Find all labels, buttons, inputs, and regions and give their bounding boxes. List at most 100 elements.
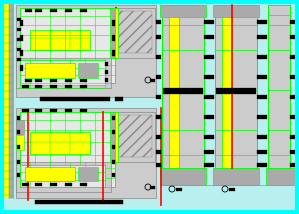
- Bar: [209, 163, 214, 167]
- Bar: [112, 50, 115, 56]
- Bar: [16, 162, 111, 192]
- Bar: [22, 183, 29, 186]
- Bar: [209, 35, 214, 39]
- Bar: [204, 35, 209, 39]
- Bar: [156, 55, 161, 59]
- Bar: [290, 150, 295, 154]
- Bar: [35, 85, 42, 88]
- Bar: [216, 88, 256, 94]
- Bar: [257, 75, 262, 79]
- Bar: [112, 35, 115, 41]
- Bar: [50, 109, 57, 112]
- Bar: [262, 150, 267, 154]
- Bar: [150, 79, 155, 82]
- Bar: [80, 109, 87, 112]
- Bar: [16, 108, 156, 198]
- Bar: [17, 38, 21, 41]
- Bar: [266, 168, 296, 185]
- Bar: [113, 8, 118, 58]
- Bar: [290, 135, 295, 139]
- Bar: [20, 8, 115, 83]
- Bar: [35, 9, 42, 12]
- Bar: [65, 85, 72, 88]
- Bar: [35, 109, 42, 112]
- Bar: [25, 9, 32, 12]
- Bar: [257, 35, 262, 39]
- Bar: [222, 5, 232, 173]
- Bar: [262, 20, 267, 24]
- Bar: [35, 200, 115, 204]
- Bar: [17, 48, 21, 51]
- Bar: [162, 5, 204, 185]
- Bar: [25, 63, 75, 78]
- Bar: [204, 150, 209, 154]
- Bar: [262, 75, 267, 79]
- Bar: [257, 55, 262, 59]
- Bar: [9, 3, 13, 198]
- Bar: [17, 145, 20, 149]
- Bar: [50, 85, 57, 88]
- Bar: [257, 135, 262, 139]
- Bar: [16, 135, 24, 150]
- Bar: [20, 60, 105, 85]
- Bar: [156, 135, 161, 139]
- Bar: [290, 75, 295, 79]
- Bar: [20, 65, 23, 71]
- Bar: [16, 5, 156, 97]
- Bar: [16, 58, 111, 88]
- Bar: [262, 135, 267, 139]
- Bar: [22, 85, 29, 88]
- Bar: [112, 20, 115, 26]
- Bar: [262, 115, 267, 119]
- Bar: [16, 120, 24, 134]
- Bar: [105, 78, 108, 82]
- Bar: [30, 30, 90, 50]
- Bar: [112, 116, 115, 120]
- Bar: [20, 165, 105, 187]
- Bar: [113, 112, 118, 162]
- Bar: [50, 9, 57, 12]
- Bar: [65, 183, 72, 186]
- Bar: [209, 75, 214, 79]
- Bar: [209, 95, 214, 99]
- Bar: [262, 55, 267, 59]
- Bar: [20, 112, 115, 187]
- Bar: [110, 8, 115, 58]
- Bar: [209, 135, 214, 139]
- Bar: [156, 150, 161, 154]
- Bar: [17, 130, 20, 134]
- Bar: [105, 70, 108, 74]
- Bar: [80, 183, 87, 186]
- Bar: [290, 115, 295, 119]
- Bar: [80, 85, 87, 88]
- Bar: [262, 35, 267, 39]
- Bar: [213, 5, 259, 17]
- Bar: [156, 35, 161, 39]
- Bar: [150, 186, 155, 189]
- Bar: [209, 115, 214, 119]
- Bar: [229, 188, 235, 191]
- Bar: [25, 79, 32, 82]
- Bar: [213, 168, 259, 185]
- Bar: [20, 50, 23, 56]
- Bar: [2, 3, 9, 198]
- Bar: [115, 200, 123, 204]
- Bar: [204, 75, 209, 79]
- Bar: [290, 35, 295, 39]
- Bar: [156, 75, 161, 79]
- Bar: [112, 145, 115, 149]
- Bar: [78, 63, 98, 78]
- Bar: [209, 150, 214, 154]
- Bar: [17, 116, 20, 120]
- Bar: [78, 167, 98, 181]
- Bar: [268, 5, 290, 185]
- Bar: [65, 9, 72, 12]
- Bar: [290, 95, 295, 99]
- Bar: [176, 188, 182, 191]
- Bar: [160, 5, 206, 17]
- Bar: [290, 20, 295, 24]
- Bar: [209, 20, 214, 24]
- Bar: [22, 109, 29, 112]
- Bar: [156, 115, 161, 119]
- Bar: [65, 79, 72, 82]
